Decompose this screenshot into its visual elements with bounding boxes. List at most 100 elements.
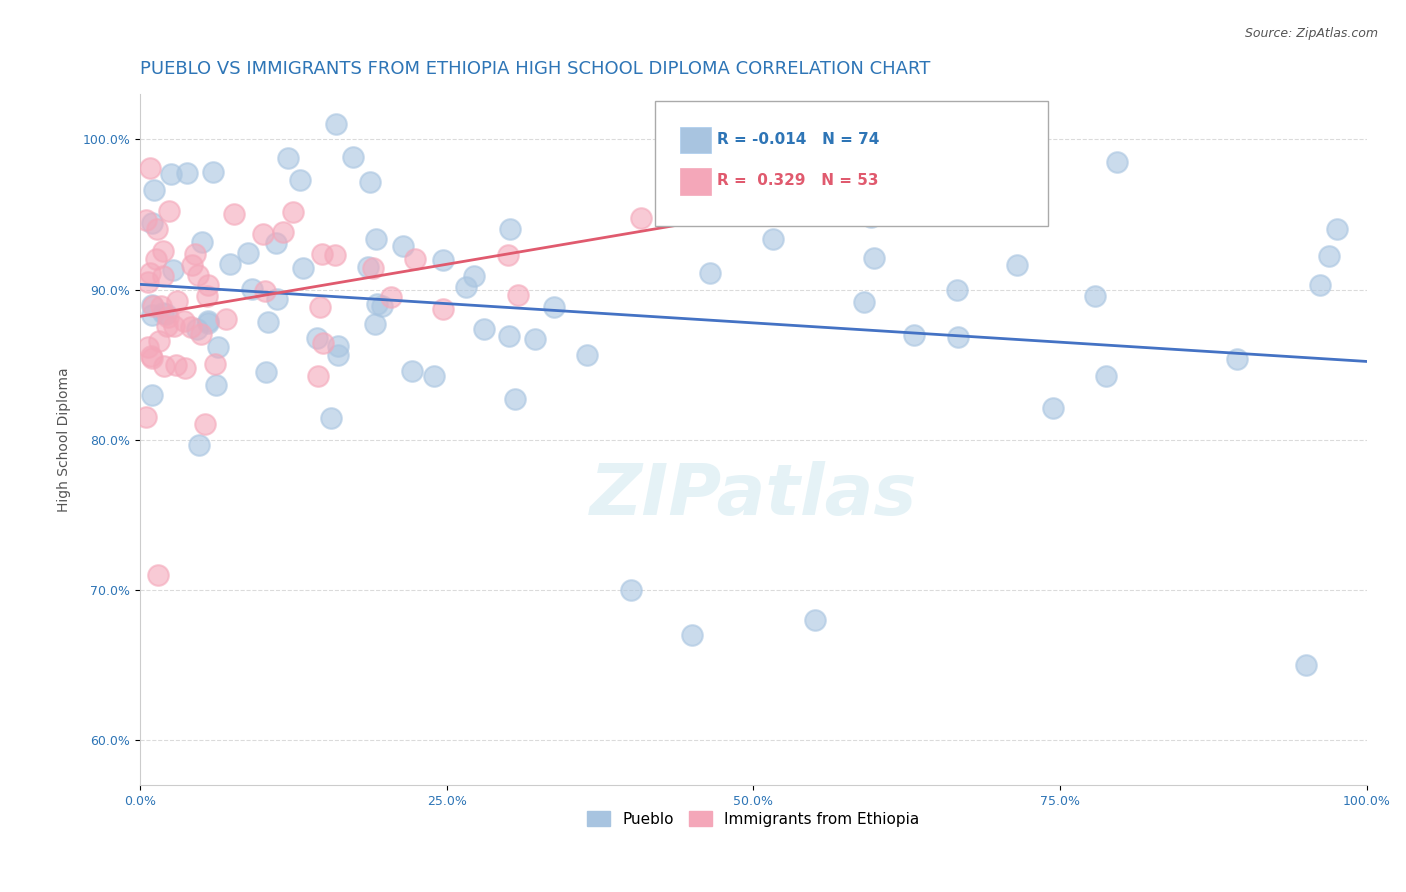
Pueblo <box>186 322 208 336</box>
Pueblo <box>498 329 520 343</box>
Pueblo <box>201 164 224 178</box>
Pueblo <box>188 437 211 451</box>
Immigrants from Ethiopia <box>197 277 219 292</box>
Pueblo <box>1326 222 1348 236</box>
Immigrants from Ethiopia <box>148 567 170 582</box>
Pueblo <box>1095 369 1118 384</box>
Immigrants from Ethiopia <box>141 351 163 365</box>
Immigrants from Ethiopia <box>190 327 212 342</box>
Pueblo <box>1084 288 1107 302</box>
Pueblo <box>1309 278 1331 293</box>
Immigrants from Ethiopia <box>163 318 186 333</box>
Pueblo <box>197 314 219 328</box>
Pueblo <box>463 268 485 283</box>
Immigrants from Ethiopia <box>166 293 188 308</box>
Pueblo <box>288 173 311 187</box>
Pueblo <box>162 263 184 277</box>
Immigrants from Ethiopia <box>281 204 304 219</box>
Pueblo <box>903 327 925 342</box>
Pueblo <box>359 175 381 189</box>
Immigrants from Ethiopia <box>307 369 329 384</box>
Pueblo <box>1317 249 1340 263</box>
Immigrants from Ethiopia <box>311 247 333 261</box>
Pueblo <box>207 340 229 354</box>
Pueblo <box>291 260 314 275</box>
Immigrants from Ethiopia <box>312 336 335 351</box>
Immigrants from Ethiopia <box>183 247 205 261</box>
Immigrants from Ethiopia <box>630 211 652 225</box>
Immigrants from Ethiopia <box>215 311 238 326</box>
Immigrants from Ethiopia <box>135 410 157 425</box>
Immigrants from Ethiopia <box>152 268 174 283</box>
Immigrants from Ethiopia <box>432 302 454 317</box>
Immigrants from Ethiopia <box>173 314 195 328</box>
Pueblo <box>277 151 299 165</box>
Pueblo <box>141 216 163 230</box>
Pueblo <box>503 392 526 407</box>
Pueblo <box>159 167 181 181</box>
Text: R =  0.329   N = 53: R = 0.329 N = 53 <box>717 173 879 188</box>
Pueblo <box>576 348 599 362</box>
Immigrants from Ethiopia <box>145 252 167 266</box>
Pueblo <box>1042 401 1064 415</box>
Pueblo <box>472 322 495 336</box>
Immigrants from Ethiopia <box>506 288 529 302</box>
Immigrants from Ethiopia <box>136 340 159 354</box>
Pueblo <box>264 236 287 251</box>
Immigrants from Ethiopia <box>174 361 197 376</box>
Pueblo <box>1295 657 1317 672</box>
Immigrants from Ethiopia <box>380 290 402 304</box>
Pueblo <box>238 245 260 260</box>
Immigrants from Ethiopia <box>195 289 218 303</box>
Pueblo <box>240 282 263 296</box>
Immigrants from Ethiopia <box>309 300 332 314</box>
Immigrants from Ethiopia <box>496 248 519 262</box>
Pueblo <box>342 150 364 164</box>
Pueblo <box>141 387 163 401</box>
Immigrants from Ethiopia <box>204 357 226 371</box>
Pueblo <box>152 306 174 320</box>
FancyBboxPatch shape <box>655 102 1047 226</box>
Immigrants from Ethiopia <box>273 225 295 239</box>
Pueblo <box>1107 155 1129 169</box>
Pueblo <box>454 280 477 294</box>
Immigrants from Ethiopia <box>187 268 209 283</box>
Pueblo <box>325 118 347 132</box>
Immigrants from Ethiopia <box>152 244 174 258</box>
Immigrants from Ethiopia <box>181 258 204 272</box>
Immigrants from Ethiopia <box>145 222 167 236</box>
Pueblo <box>142 183 165 197</box>
Immigrants from Ethiopia <box>404 252 426 266</box>
Pueblo <box>328 348 350 362</box>
Pueblo <box>853 295 876 310</box>
Pueblo <box>499 222 522 236</box>
Pueblo <box>141 308 163 322</box>
Immigrants from Ethiopia <box>139 161 162 176</box>
FancyBboxPatch shape <box>681 127 710 153</box>
Text: Source: ZipAtlas.com: Source: ZipAtlas.com <box>1244 27 1378 40</box>
Pueblo <box>266 293 288 307</box>
Immigrants from Ethiopia <box>194 417 217 431</box>
Immigrants from Ethiopia <box>138 275 160 289</box>
Pueblo <box>948 330 970 344</box>
Pueblo <box>699 266 721 280</box>
Immigrants from Ethiopia <box>148 334 170 349</box>
Pueblo <box>620 582 643 597</box>
Y-axis label: High School Diploma: High School Diploma <box>58 368 72 512</box>
Pueblo <box>401 364 423 378</box>
Immigrants from Ethiopia <box>141 349 163 363</box>
Pueblo <box>364 317 387 331</box>
Pueblo <box>191 235 214 249</box>
Immigrants from Ethiopia <box>224 207 246 221</box>
Pueblo <box>391 238 413 252</box>
Immigrants from Ethiopia <box>142 299 165 313</box>
Pueblo <box>859 210 882 224</box>
Pueblo <box>204 377 226 392</box>
Text: PUEBLO VS IMMIGRANTS FROM ETHIOPIA HIGH SCHOOL DIPLOMA CORRELATION CHART: PUEBLO VS IMMIGRANTS FROM ETHIOPIA HIGH … <box>139 60 931 78</box>
Pueblo <box>432 252 454 267</box>
Pueblo <box>681 628 703 642</box>
Pueblo <box>141 298 163 312</box>
Immigrants from Ethiopia <box>703 180 725 194</box>
Immigrants from Ethiopia <box>135 212 157 227</box>
Pueblo <box>364 232 387 246</box>
